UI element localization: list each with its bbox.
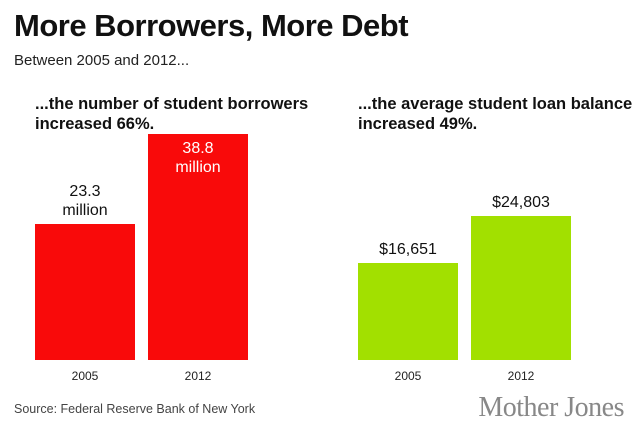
bar	[358, 263, 458, 360]
page-title: More Borrowers, More Debt	[14, 8, 409, 43]
value-label: $24,803	[492, 193, 550, 211]
value-label: 23.3 million	[62, 183, 108, 220]
chart-title: ...the number of student borrowers incre…	[35, 95, 309, 133]
bar	[35, 224, 135, 360]
value-label: 38.8 million	[175, 139, 221, 176]
x-tick-label: 2012	[184, 369, 212, 383]
value-label: $16,651	[379, 241, 437, 258]
source-note: Source: Federal Reserve Bank of New York	[14, 402, 256, 416]
x-tick-label: 2005	[394, 369, 422, 383]
bar	[148, 133, 248, 360]
chart-title: ...the average student loan balance incr…	[358, 95, 633, 133]
x-tick-label: 2012	[507, 369, 535, 383]
page-subtitle: Between 2005 and 2012...	[14, 52, 190, 69]
x-tick-label: 2005	[71, 369, 99, 383]
brand-logo: Mother Jones	[478, 392, 624, 423]
bar	[471, 215, 571, 360]
